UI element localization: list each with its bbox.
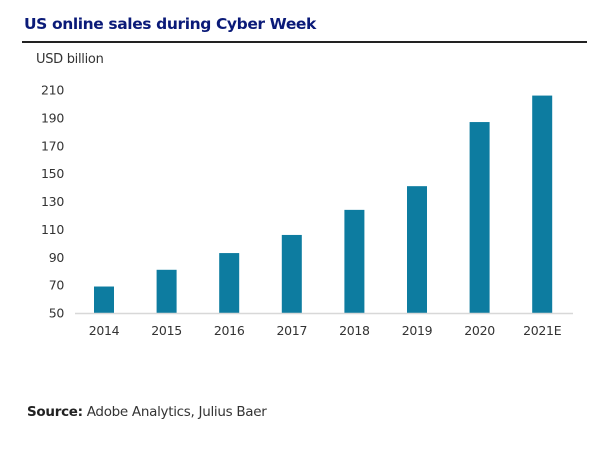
x-tick-label: 2020 [464,323,495,338]
y-axis-ticks: 50 70 90 110 130 150 170 190 210 [41,83,65,321]
source-label: Source: [27,404,83,420]
y-tick-label: 90 [49,250,65,265]
y-axis-unit-label: USD billion [36,52,104,67]
y-tick-label: 130 [41,194,64,209]
bar-2019 [407,186,427,313]
x-tick-label: 2014 [89,323,120,338]
source-note: Source: Adobe Analytics, Julius Baer [27,404,267,420]
bars [94,95,553,314]
y-tick-label: 110 [41,222,64,237]
y-tick-label: 70 [49,278,65,293]
x-tick-label: 2018 [339,323,370,338]
bar-2018 [344,209,365,313]
x-tick-label: 2021E [523,323,562,338]
y-tick-label: 150 [41,166,64,181]
y-tick-label: 50 [49,306,65,321]
y-tick-label: 190 [41,110,64,125]
y-tick-label: 170 [41,138,64,153]
bar-2021E [532,95,553,313]
source-text: Adobe Analytics, Julius Baer [86,404,267,420]
chart-title: US online sales during Cyber Week [24,15,316,33]
x-tick-label: 2016 [214,323,245,338]
x-tick-label: 2015 [151,323,182,338]
bar-2020 [469,122,490,314]
bar-2014 [94,286,114,313]
y-tick-label: 210 [41,83,64,98]
bar-2016 [219,253,240,313]
bar-2015 [156,269,177,313]
bar-2017 [281,234,302,313]
x-axis-ticks: 2014 2015 2016 2017 2018 2019 2020 2021E [89,323,562,338]
title-divider [22,41,587,43]
x-tick-label: 2017 [276,323,307,338]
x-tick-label: 2019 [402,323,433,338]
